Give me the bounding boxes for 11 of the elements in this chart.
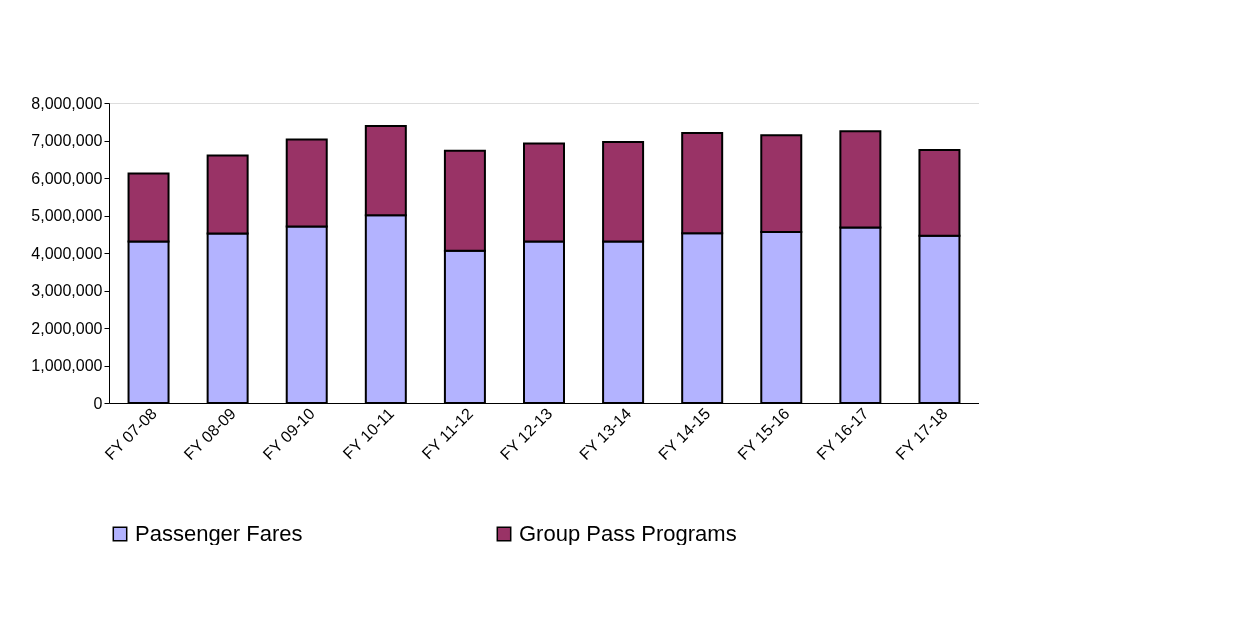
y-tick-label: 6,000,000 xyxy=(31,169,103,187)
legend-label: Group Pass Programs xyxy=(519,521,737,546)
y-tick-label: 2,000,000 xyxy=(31,319,103,337)
y-tick-label: 3,000,000 xyxy=(31,282,103,299)
y-tick-label: 5,000,000 xyxy=(31,207,103,224)
y-tick-label: 4,000,000 xyxy=(31,244,103,262)
y-tick-label: 0 xyxy=(93,394,103,412)
y-tick-label: 7,000,000 xyxy=(31,132,103,149)
legend-label: Passenger Fares xyxy=(135,521,303,546)
y-tick-label: 1,000,000 xyxy=(31,357,103,374)
y-tick-label: 8,000,000 xyxy=(31,94,103,112)
